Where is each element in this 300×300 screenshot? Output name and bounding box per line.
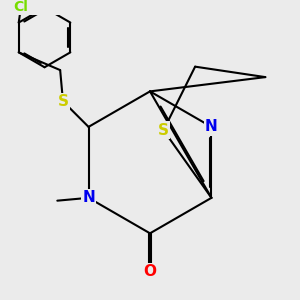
Text: S: S [58, 94, 68, 109]
Text: S: S [158, 123, 169, 138]
Text: Cl: Cl [14, 0, 28, 14]
Text: N: N [82, 190, 95, 205]
Text: O: O [143, 264, 157, 279]
Text: N: N [205, 119, 218, 134]
